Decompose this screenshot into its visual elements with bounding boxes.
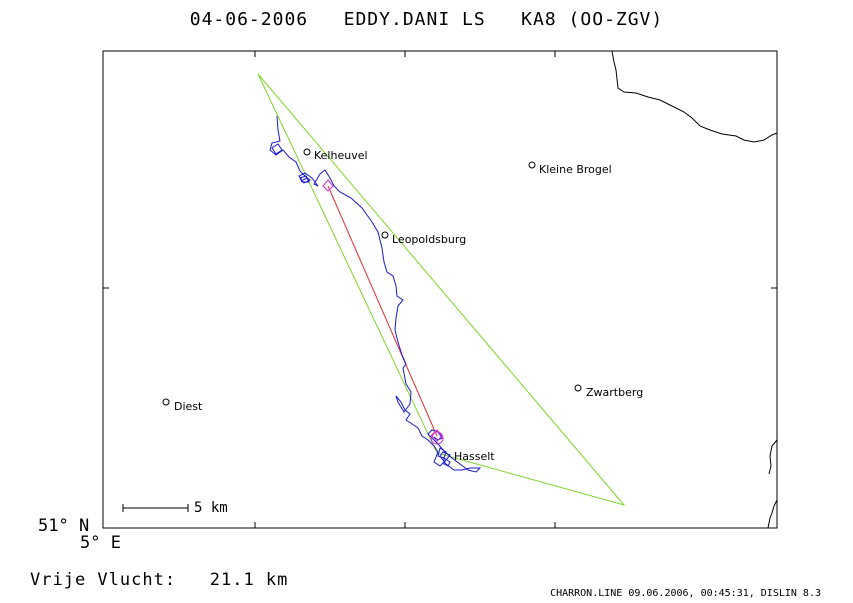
scale-bar [122, 504, 189, 512]
page-title: 04-06-2006 EDDY.DANI LS KA8 (OO-ZGV) [189, 9, 664, 30]
map-frame [102, 50, 778, 529]
place-marker-hasselt: Hasselt [454, 450, 495, 463]
border-line-southeast [767, 499, 778, 529]
place-marker-kleine-brogel: Kleine Brogel [528, 161, 612, 176]
flight-track [269, 115, 482, 473]
place-label: Kelheuvel [314, 149, 368, 162]
place-label: Hasselt [454, 450, 495, 463]
place-label: Leopoldsburg [392, 233, 466, 246]
distance-label: Vrije Vlucht: 21.1 km [30, 570, 289, 590]
scale-label: 5 km [194, 500, 228, 516]
place-marker-diest: Diest [162, 398, 203, 413]
axis-ticks [103, 51, 777, 528]
place-marker-kelheuvel: Kelheuvel [303, 148, 368, 162]
longitude-label: 5° E [80, 533, 121, 553]
latitude-label: 51° N [38, 516, 90, 536]
place-marker-leopoldsburg: Leopoldsburg [381, 231, 466, 246]
footer-credit: CHARRON.LINE 09.06.2006, 00:45:31, DISLI… [550, 588, 821, 599]
place-label: Diest [174, 400, 203, 413]
task-triangle [257, 73, 626, 506]
turnpoint-start [322, 179, 334, 192]
route-line [327, 185, 438, 437]
flight-track-loops [271, 143, 451, 467]
turnpoint-finish [430, 429, 444, 445]
place-label: Kleine Brogel [539, 163, 612, 176]
border-line-north [611, 50, 778, 143]
place-label: Zwartberg [586, 386, 643, 399]
place-marker-zwartberg: Zwartberg [574, 384, 643, 399]
border-line-east [768, 439, 778, 475]
